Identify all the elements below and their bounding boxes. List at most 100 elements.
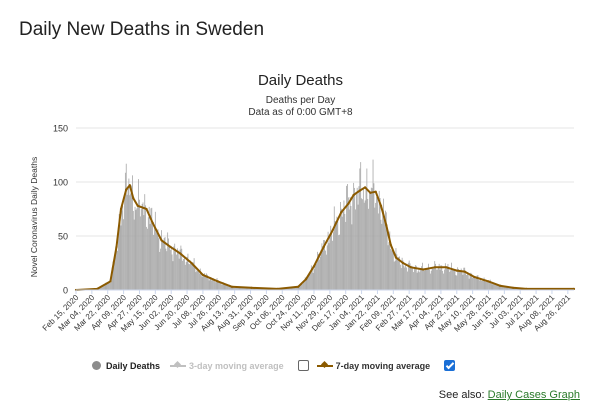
- daily-death-bar: [310, 265, 312, 290]
- moving-average-series: [74, 184, 576, 292]
- daily-death-bar: [153, 234, 154, 290]
- daily-cases-graph-link[interactable]: Daily Cases Graph: [487, 389, 580, 401]
- daily-death-bar: [429, 269, 430, 290]
- daily-death-bar: [157, 229, 159, 290]
- daily-death-bar: [433, 268, 435, 290]
- daily-death-bar: [407, 262, 409, 290]
- daily-death-bar: [459, 270, 461, 290]
- daily-death-bar: [149, 224, 151, 290]
- daily-death-bar: [384, 220, 385, 290]
- seven-day-average-point: [145, 207, 148, 211]
- daily-death-bar: [370, 187, 372, 290]
- daily-death-bar: [305, 279, 307, 290]
- daily-death-bar: [286, 288, 288, 290]
- seven-day-average-point: [352, 193, 355, 197]
- daily-death-bar: [102, 285, 104, 290]
- daily-death-bar: [291, 286, 293, 290]
- daily-death-bar: [347, 184, 348, 290]
- daily-death-bar: [398, 256, 399, 290]
- daily-death-bar: [102, 285, 103, 290]
- daily-death-bar: [462, 274, 464, 290]
- seven-day-average-point: [433, 266, 436, 269]
- daily-death-bar: [235, 286, 236, 290]
- daily-death-bar: [450, 270, 451, 290]
- daily-death-bar: [228, 286, 229, 290]
- daily-death-bar: [492, 284, 494, 290]
- daily-death-bar: [469, 274, 471, 290]
- seven-day-average-point: [379, 204, 383, 207]
- daily-death-bar: [290, 287, 292, 290]
- daily-death-bar: [292, 287, 294, 290]
- daily-death-bar: [246, 287, 248, 290]
- daily-death-bar: [108, 282, 110, 290]
- daily-death-bar: [383, 198, 385, 290]
- daily-death-bar: [355, 209, 356, 290]
- daily-death-bar: [288, 288, 290, 290]
- daily-death-bar: [206, 273, 207, 290]
- daily-death-bar: [316, 263, 318, 290]
- daily-death-bar: [229, 285, 231, 290]
- legend-3day-average[interactable]: 3-day moving average: [170, 361, 284, 371]
- daily-death-bar: [402, 260, 404, 290]
- daily-death-bar: [474, 276, 475, 290]
- daily-death-bar: [201, 276, 203, 290]
- daily-death-bar: [443, 273, 444, 290]
- daily-death-bar: [118, 214, 120, 290]
- y-tick-label: 0: [63, 286, 68, 296]
- daily-death-bar: [306, 278, 308, 290]
- daily-death-bar: [497, 285, 499, 290]
- daily-death-bar: [352, 198, 354, 290]
- daily-death-bar: [510, 287, 511, 290]
- daily-death-bar: [366, 168, 368, 290]
- daily-death-bar: [421, 266, 422, 290]
- daily-death-bar: [107, 283, 109, 290]
- daily-death-bar: [173, 246, 175, 290]
- daily-death-bar: [178, 258, 180, 290]
- chart-subtitle: Deaths per Day: [265, 95, 336, 106]
- seven-day-average-point: [312, 265, 316, 268]
- daily-death-bar: [473, 276, 474, 290]
- daily-death-bar: [288, 287, 289, 290]
- daily-death-bar: [154, 211, 156, 290]
- 3day-average-checkbox[interactable]: [297, 360, 309, 371]
- seven-day-average-point: [364, 186, 367, 189]
- daily-death-bar: [161, 240, 163, 290]
- seven-day-average-point: [322, 245, 325, 248]
- seven-day-average-point: [487, 280, 490, 283]
- daily-death-bar: [200, 272, 202, 290]
- daily-death-bar: [185, 262, 187, 290]
- legend-daily-deaths[interactable]: Daily Deaths: [92, 361, 160, 371]
- daily-death-bar: [346, 185, 347, 290]
- daily-death-bar: [376, 196, 377, 290]
- daily-death-bar: [339, 234, 340, 290]
- daily-death-bar: [449, 271, 451, 290]
- daily-death-bar: [221, 284, 222, 290]
- seven-day-average-point: [394, 256, 398, 259]
- daily-death-bar: [417, 271, 419, 290]
- daily-death-bar: [414, 268, 415, 290]
- seven-day-average-point: [525, 287, 528, 290]
- daily-death-bar: [468, 278, 470, 290]
- daily-death-bar: [372, 159, 374, 290]
- daily-death-bar: [287, 288, 288, 290]
- daily-death-bar: [174, 243, 176, 290]
- daily-death-bar: [247, 287, 249, 290]
- daily-death-bar: [491, 284, 493, 290]
- 7day-average-checkbox[interactable]: [444, 360, 456, 371]
- daily-death-bar: [176, 248, 178, 290]
- daily-death-bar: [343, 200, 345, 290]
- legend-7day-average[interactable]: 7-day moving average: [316, 361, 430, 371]
- daily-death-bar: [139, 199, 140, 290]
- seven-day-average-point: [455, 269, 458, 272]
- daily-death-bar: [485, 281, 487, 290]
- daily-death-bar: [377, 213, 379, 290]
- daily-death-bar: [131, 185, 132, 290]
- daily-death-bar: [171, 254, 173, 290]
- daily-death-bar: [130, 193, 132, 290]
- seven-day-average-point: [422, 268, 425, 271]
- daily-death-bar: [484, 280, 486, 290]
- daily-death-bar: [334, 221, 336, 290]
- daily-death-bar: [329, 234, 331, 290]
- daily-death-bar: [501, 286, 503, 290]
- daily-death-bar: [148, 206, 150, 290]
